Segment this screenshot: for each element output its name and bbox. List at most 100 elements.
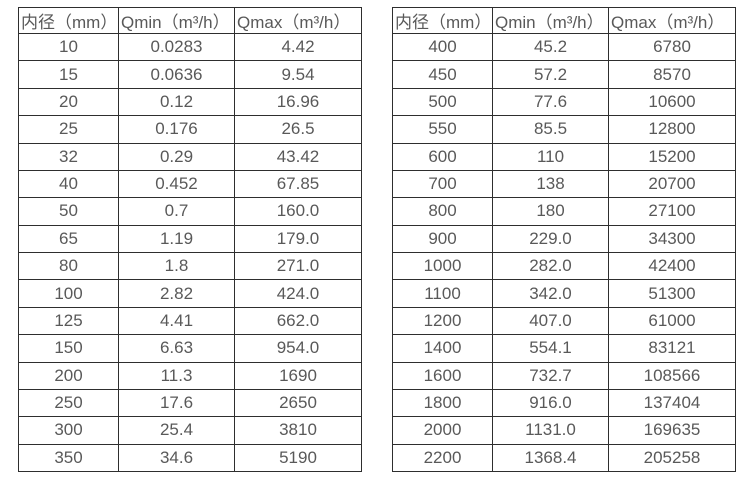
column-header: Qmax（m³/h） xyxy=(234,7,362,34)
table-cell: 42400 xyxy=(608,251,736,281)
table-cell: 25.4 xyxy=(118,416,235,445)
table-cell: 6780 xyxy=(608,32,736,62)
table-cell: 6.63 xyxy=(118,334,235,363)
table-cell: 1690 xyxy=(234,361,362,390)
table-cell: 67.85 xyxy=(234,169,362,199)
table-cell: 0.452 xyxy=(118,169,235,199)
table-cell: 900 xyxy=(392,224,493,254)
table-cell: 180 xyxy=(492,197,609,226)
table-row: 800 180 27100 xyxy=(392,197,736,226)
table-cell: 32 xyxy=(18,142,119,171)
table-cell: 200 xyxy=(18,361,119,390)
table-cell: 554.1 xyxy=(492,334,609,363)
table-row: 32 0.29 43.42 xyxy=(18,142,362,171)
table-cell: 300 xyxy=(18,416,119,445)
table-row: 400 45.2 6780 xyxy=(392,32,736,62)
table-cell: 25 xyxy=(18,115,119,144)
table-cell: 450 xyxy=(392,60,493,89)
table-cell: 179.0 xyxy=(234,224,362,254)
table-row: 1800 916.0 137404 xyxy=(392,388,736,418)
table-row: 1000 282.0 42400 xyxy=(392,251,736,281)
table-cell: 282.0 xyxy=(492,251,609,281)
table-row: 550 85.5 12800 xyxy=(392,115,736,144)
table-row: 20 0.12 16.96 xyxy=(18,87,362,117)
table-cell: 34.6 xyxy=(118,443,235,473)
table-row: 700 138 20700 xyxy=(392,169,736,199)
table-cell: 1368.4 xyxy=(492,443,609,473)
table-cell: 65 xyxy=(18,224,119,254)
table-cell: 0.29 xyxy=(118,142,235,171)
table-row: 300 25.4 3810 xyxy=(18,416,362,445)
table-row: 150 6.63 954.0 xyxy=(18,334,362,363)
table-cell: 2650 xyxy=(234,388,362,418)
table-cell: 4.41 xyxy=(118,306,235,336)
table-cell: 9.54 xyxy=(234,60,362,89)
table-row: 25 0.176 26.5 xyxy=(18,115,362,144)
table-cell: 110 xyxy=(492,142,609,171)
table-cell: 169635 xyxy=(608,416,736,445)
table-cell: 0.12 xyxy=(118,87,235,117)
table-cell: 2200 xyxy=(392,443,493,473)
table-cell: 160.0 xyxy=(234,197,362,226)
table-cell: 137404 xyxy=(608,388,736,418)
table-row: 2200 1368.4 205258 xyxy=(392,443,736,473)
table-row: 65 1.19 179.0 xyxy=(18,224,362,254)
table-cell: 20700 xyxy=(608,169,736,199)
table-row: 10 0.0283 4.42 xyxy=(18,32,362,62)
table-row: 100 2.82 424.0 xyxy=(18,279,362,308)
table-cell: 43.42 xyxy=(234,142,362,171)
table-cell: 1400 xyxy=(392,334,493,363)
table-cell: 400 xyxy=(392,32,493,62)
table-cell: 57.2 xyxy=(492,60,609,89)
table-cell: 350 xyxy=(18,443,119,473)
table-cell: 1000 xyxy=(392,251,493,281)
table-cell: 700 xyxy=(392,169,493,199)
table-cell: 11.3 xyxy=(118,361,235,390)
table-cell: 662.0 xyxy=(234,306,362,336)
table-cell: 45.2 xyxy=(492,32,609,62)
header-row: 内径（mm） Qmin（m³/h） Qmax（m³/h） xyxy=(392,7,736,34)
table-row: 2000 1131.0 169635 xyxy=(392,416,736,445)
table-cell: 77.6 xyxy=(492,87,609,117)
table-cell: 40 xyxy=(18,169,119,199)
table-cell: 1.8 xyxy=(118,251,235,281)
table-cell: 17.6 xyxy=(118,388,235,418)
column-header: 内径（mm） xyxy=(18,7,119,34)
table-cell: 1100 xyxy=(392,279,493,308)
table-cell: 550 xyxy=(392,115,493,144)
table-cell: 125 xyxy=(18,306,119,336)
table-cell: 20 xyxy=(18,87,119,117)
header-row: 内径（mm） Qmin（m³/h） Qmax（m³/h） xyxy=(18,7,362,34)
table-row: 500 77.6 10600 xyxy=(392,87,736,117)
table-row: 900 229.0 34300 xyxy=(392,224,736,254)
table-cell: 0.176 xyxy=(118,115,235,144)
table-cell: 8570 xyxy=(608,60,736,89)
table-cell: 10 xyxy=(18,32,119,62)
flow-spec-table-small-diameters: 内径（mm） Qmin（m³/h） Qmax（m³/h） 10 0.0283 4.42 15… xyxy=(18,7,362,473)
table-cell: 2.82 xyxy=(118,279,235,308)
table-cell: 2000 xyxy=(392,416,493,445)
table-cell: 800 xyxy=(392,197,493,226)
table-cell: 138 xyxy=(492,169,609,199)
table-row: 200 11.3 1690 xyxy=(18,361,362,390)
table-cell: 150 xyxy=(18,334,119,363)
table-cell: 100 xyxy=(18,279,119,308)
column-header: Qmax（m³/h） xyxy=(608,7,736,34)
table-cell: 83121 xyxy=(608,334,736,363)
table-cell: 271.0 xyxy=(234,251,362,281)
table-row: 80 1.8 271.0 xyxy=(18,251,362,281)
table-cell: 0.7 xyxy=(118,197,235,226)
table-cell: 1.19 xyxy=(118,224,235,254)
table-cell: 407.0 xyxy=(492,306,609,336)
table-row: 125 4.41 662.0 xyxy=(18,306,362,336)
table-row: 1400 554.1 83121 xyxy=(392,334,736,363)
table-cell: 80 xyxy=(18,251,119,281)
column-header: 内径（mm） xyxy=(392,7,493,34)
table-cell: 1200 xyxy=(392,306,493,336)
table-cell: 916.0 xyxy=(492,388,609,418)
table-cell: 10600 xyxy=(608,87,736,117)
table-row: 50 0.7 160.0 xyxy=(18,197,362,226)
table-cell: 26.5 xyxy=(234,115,362,144)
table-cell: 424.0 xyxy=(234,279,362,308)
